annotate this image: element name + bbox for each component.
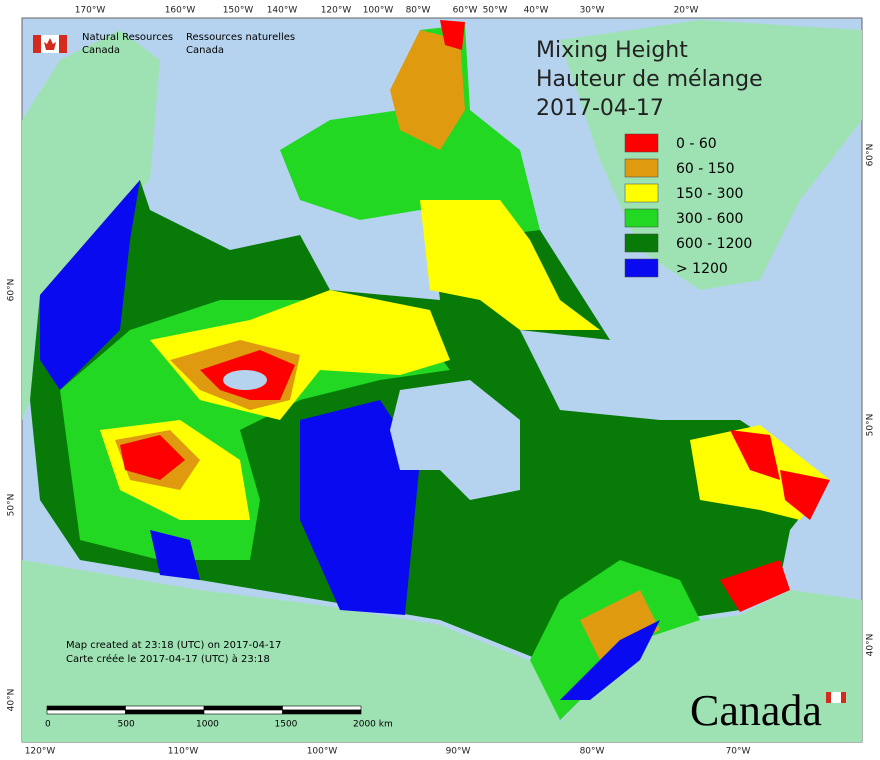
legend-swatch [624, 183, 659, 203]
legend-label: > 1200 [676, 261, 728, 277]
graticule-label: 20°W [674, 6, 699, 16]
graticule-label: 140°W [267, 6, 298, 16]
org-name: Natural Resources [82, 32, 173, 43]
graticule-label: 90°W [446, 747, 471, 757]
graticule-label: 40°N [7, 689, 17, 712]
alaska [22, 30, 160, 420]
zone [40, 180, 140, 390]
graticule-label: 100°W [363, 6, 394, 16]
usa [22, 560, 862, 742]
scale-segment [282, 709, 362, 715]
zone [720, 560, 790, 612]
legend-swatch [624, 208, 659, 228]
lake [223, 370, 267, 390]
org-name: Canada [82, 45, 120, 56]
legend: 0 - 60 60 - 150 150 - 300 300 - 600 600 - 12… [624, 133, 752, 278]
zone [440, 20, 465, 50]
title: Hauteur de mélange [536, 67, 763, 92]
zone [560, 620, 660, 700]
graticule: 170°W 160°W 150°W 140°W 120°W 100°W 80°W 60°W 50… [7, 6, 876, 757]
zone [780, 470, 830, 520]
legend-label: 600 - 1200 [676, 236, 752, 252]
graticule-label: 60°N [866, 144, 876, 167]
legend-label: 300 - 600 [676, 211, 743, 227]
scale-segment [203, 705, 283, 711]
graticule-label: 30°W [580, 6, 605, 16]
wordmark: Canada [690, 686, 822, 735]
scale-bar: 0 500 1000 1500 2000 km [45, 705, 393, 730]
scale-segment [46, 705, 126, 711]
zone [300, 400, 420, 615]
scale-segment [125, 705, 205, 711]
graticule-label: 170°W [75, 6, 106, 16]
graticule-label: 80°W [580, 747, 605, 757]
org-name: Ressources naturelles [186, 32, 295, 43]
zone [580, 590, 660, 660]
scale-label: 500 [118, 720, 135, 730]
graticule-label: 160°W [165, 6, 196, 16]
legend-label: 150 - 300 [676, 186, 743, 202]
legend-swatch [624, 158, 659, 178]
legend-label: 0 - 60 [676, 136, 717, 152]
graticule-label: 40°N [866, 634, 876, 657]
zone [150, 530, 200, 580]
maple-leaf [44, 38, 56, 50]
graticule-label: 60°N [7, 279, 17, 302]
graticule-label: 80°W [406, 6, 431, 16]
zone [420, 200, 600, 330]
flag [33, 35, 41, 53]
scale-label: 1000 [196, 720, 219, 730]
hudson-bay [390, 380, 520, 500]
title: Mixing Height [536, 38, 688, 63]
scale-segment [46, 709, 126, 715]
graticule-label: 150°W [223, 6, 254, 16]
scale-segment [203, 709, 283, 715]
note: Map created at 23:18 (UTC) on 2017-04-17 [66, 640, 281, 651]
legend-label: 60 - 150 [676, 161, 735, 177]
scale-label: 0 [45, 720, 51, 730]
graticule-label: 120°W [25, 747, 56, 757]
ellesmere [390, 30, 465, 150]
graticule-label: 50°W [483, 6, 508, 16]
note: Carte créée le 2017-04-17 (UTC) à 23:18 [66, 653, 270, 665]
graticule-label: 50°N [866, 414, 876, 437]
graticule-label: 40°W [524, 6, 549, 16]
scale-label: 1500 [275, 720, 298, 730]
flag [841, 692, 846, 703]
zone [730, 430, 780, 480]
scale-label: 2000 km [353, 720, 393, 730]
scale-segment [125, 709, 205, 715]
zone [120, 435, 185, 480]
graticule-label: 50°N [7, 494, 17, 517]
date: 2017-04-17 [536, 96, 664, 121]
scale-segment [282, 705, 362, 711]
graticule-label: 100°W [307, 747, 338, 757]
graticule-label: 120°W [321, 6, 352, 16]
flag [831, 692, 841, 703]
legend-swatch [624, 258, 659, 278]
graticule-label: 110°W [168, 747, 199, 757]
org-name: Canada [186, 45, 224, 56]
legend-swatch [624, 133, 659, 153]
graticule-label: 60°W [453, 6, 478, 16]
legend-swatch [624, 233, 659, 253]
flag [59, 35, 67, 53]
flag [826, 692, 831, 703]
graticule-label: 70°W [726, 747, 751, 757]
